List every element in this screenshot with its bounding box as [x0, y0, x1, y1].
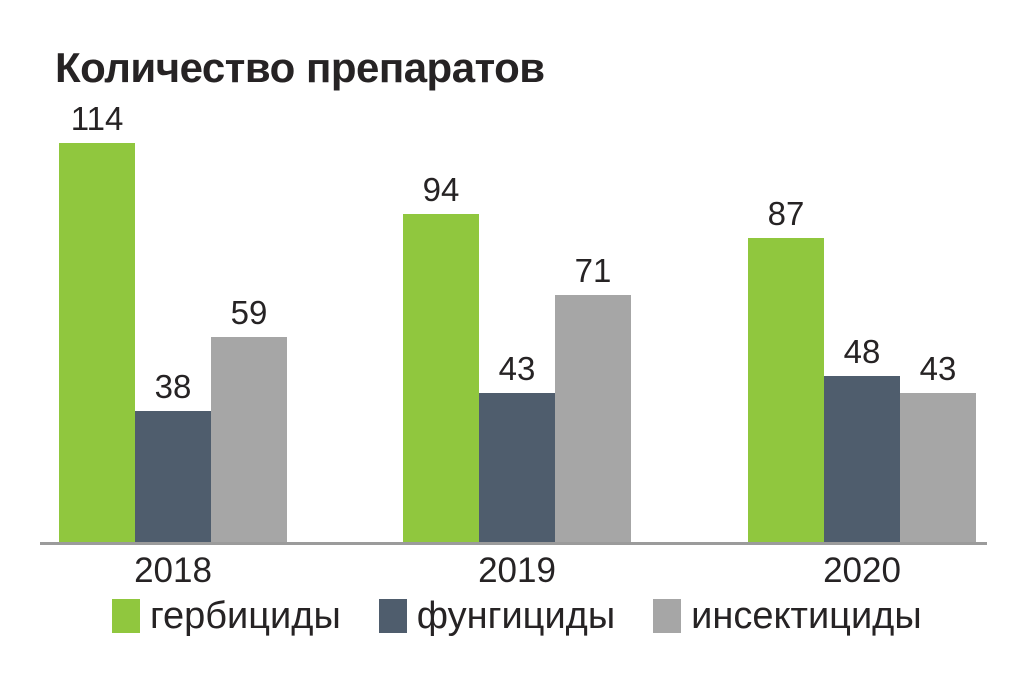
legend-label: гербициды	[150, 595, 341, 637]
bar-group: 114 38 59	[59, 101, 287, 545]
bar-фунгициды: 38	[135, 369, 211, 545]
legend: гербициды фунгициды инсектициды	[112, 596, 922, 636]
bar-value-label: 43	[498, 350, 536, 387]
bar-value-label: 43	[919, 350, 957, 387]
bar-value-label: 87	[767, 195, 805, 232]
x-tick-label: 2018	[134, 551, 212, 590]
x-axis-line	[40, 542, 987, 545]
legend-label: инсектициды	[691, 595, 922, 637]
legend-swatch	[112, 599, 140, 633]
bar-value-label: 94	[422, 171, 460, 208]
x-tick-label: 2020	[823, 551, 901, 590]
bar-фунгициды: 48	[824, 334, 900, 545]
bar-group: 87 48 43	[748, 196, 976, 545]
bar-инсектициды: 59	[211, 295, 287, 545]
legend-label: фунгициды	[416, 595, 616, 637]
legend-item: фунгициды	[378, 595, 616, 637]
bar-value-label: 114	[70, 100, 124, 137]
bar-value-label: 59	[230, 294, 268, 331]
bar-фунгициды: 43	[479, 351, 555, 545]
bar-инсектициды: 71	[555, 253, 631, 545]
legend-item: гербициды	[112, 596, 341, 636]
legend-swatch	[378, 599, 407, 633]
legend-swatch	[653, 599, 682, 633]
bar-value-label: 71	[574, 252, 612, 289]
bar-гербициды: 114	[59, 101, 135, 545]
bar-group: 94 43 71	[403, 172, 631, 545]
bar-value-label: 38	[154, 368, 192, 405]
x-tick-label: 2019	[478, 551, 556, 590]
chart-title: Количество препаратов	[55, 44, 545, 91]
bar-гербициды: 94	[403, 172, 479, 545]
bar-value-label: 48	[843, 333, 881, 370]
bar-гербициды: 87	[748, 196, 824, 545]
bar-инсектициды: 43	[900, 351, 976, 545]
legend-item: инсектициды	[653, 596, 922, 636]
